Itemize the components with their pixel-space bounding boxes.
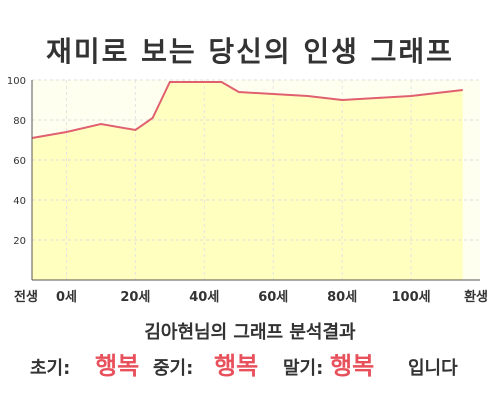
y-tick-label: 80 xyxy=(13,116,26,127)
late-label: 말기: xyxy=(283,358,324,379)
mid-value: 행복 xyxy=(214,352,259,380)
area-fill xyxy=(32,82,463,280)
x-tick-label: 100세 xyxy=(392,290,431,305)
x-tick-label: 환생 xyxy=(464,289,488,305)
ending-text: 입니다 xyxy=(408,358,458,379)
y-tick-label: 100 xyxy=(7,76,26,87)
x-tick-label: 40세 xyxy=(189,290,219,305)
life-graph-chart: 20 40 60 80 100 전생 0세 20세 40세 60세 80세 100세 환생 xyxy=(7,76,488,305)
mid-label: 중기: xyxy=(153,358,194,379)
chart-title: 재미로 보는 당신의 인생 그래프 xyxy=(46,35,454,68)
x-tick-label: 전생 xyxy=(14,289,38,305)
analysis-subtitle: 김아현님의 그래프 분석결과 xyxy=(144,322,356,343)
x-tick-label: 0세 xyxy=(56,290,77,305)
y-tick-label: 20 xyxy=(13,236,26,247)
series-line xyxy=(31,81,463,139)
y-tick-label: 40 xyxy=(13,196,26,207)
analysis-result: 초기: 행복 중기: 행복 말기: 행복 입니다 xyxy=(0,346,500,380)
late-value: 행복 xyxy=(330,352,375,380)
early-label: 초기: xyxy=(30,358,71,379)
x-tick-label: 20세 xyxy=(120,290,150,305)
y-tick-label: 60 xyxy=(13,156,26,167)
early-value: 행복 xyxy=(95,352,140,380)
x-tick-label: 80세 xyxy=(327,290,357,305)
x-tick-label: 60세 xyxy=(258,290,288,305)
